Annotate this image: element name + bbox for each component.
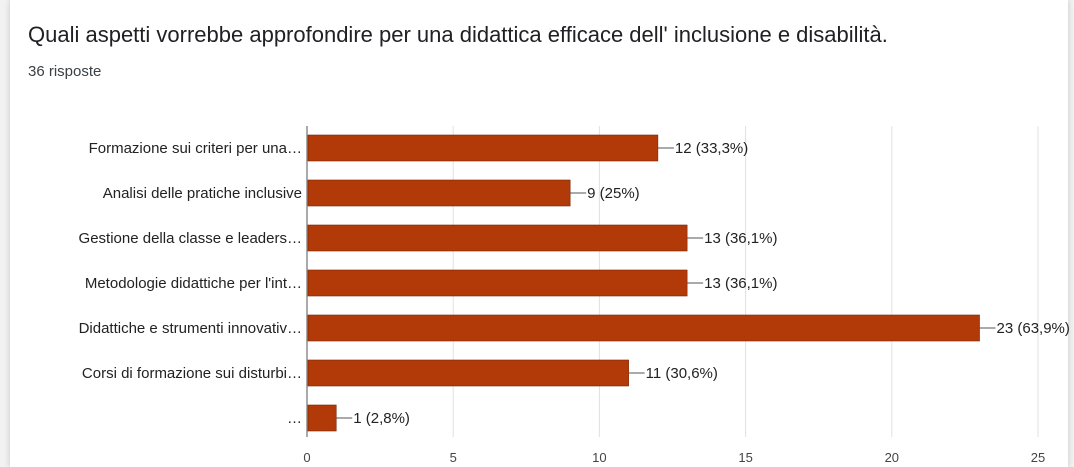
bar: [307, 269, 688, 297]
category-label: Formazione sui criteri per una…: [89, 140, 302, 157]
data-label: 1 (2,8%): [353, 410, 410, 427]
question-title: Quali aspetti vorrebbe approfondire per …: [28, 22, 888, 47]
bar: [307, 359, 629, 387]
bar: [307, 314, 980, 342]
category-label: Corsi di formazione sui disturbi…: [82, 365, 302, 382]
category-label: Analisi delle pratiche inclusive: [103, 185, 302, 202]
data-label: 13 (36,1%): [704, 230, 777, 247]
bar: [307, 404, 337, 432]
category-label: Didattiche e strumenti innovativ…: [79, 320, 302, 337]
x-tick-label: 0: [303, 450, 310, 465]
category-label: Metodologie didattiche per l'int…: [85, 275, 302, 292]
category-label: …: [287, 410, 302, 427]
x-tick-label: 15: [738, 450, 752, 465]
data-label: 11 (30,6%): [646, 365, 718, 382]
data-label: 12 (33,3%): [675, 140, 748, 157]
category-label: Gestione della classe e leaders…: [79, 230, 302, 247]
bar: [307, 179, 571, 207]
bars: [307, 134, 980, 432]
data-label: 9 (25%): [587, 185, 640, 202]
x-tick-label: 25: [1031, 450, 1045, 465]
x-tick-label: 20: [885, 450, 899, 465]
data-label: 13 (36,1%): [704, 275, 777, 292]
responses-count: 36 risposte: [28, 63, 102, 80]
x-tick-label: 5: [450, 450, 457, 465]
labels: 0 5 10 15 20 25 12 (33,3%) Formazione sui crite…: [79, 140, 1070, 465]
data-label: 23 (63,9%): [997, 320, 1070, 337]
x-tick-label: 10: [592, 450, 606, 465]
bar: [307, 224, 688, 252]
bar: [307, 134, 659, 162]
